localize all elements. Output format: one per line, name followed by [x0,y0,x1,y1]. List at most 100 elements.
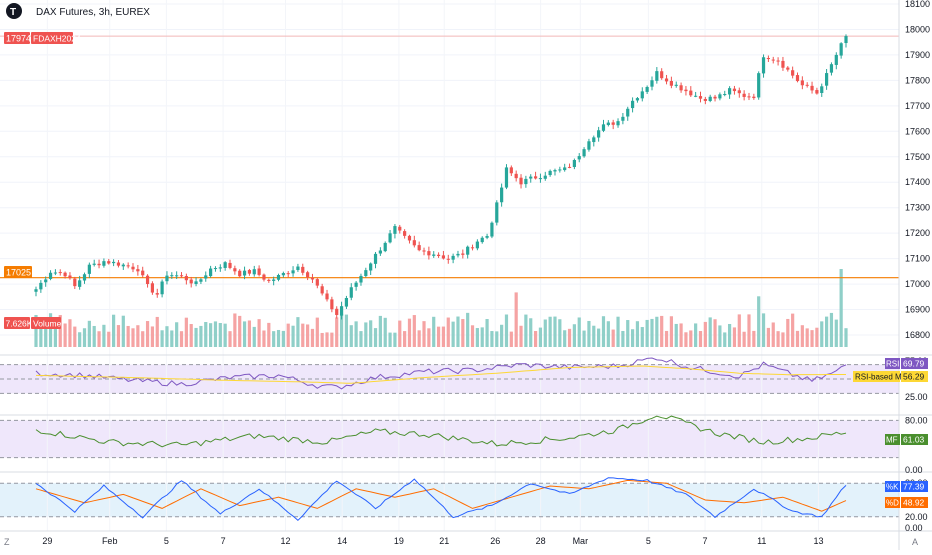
volume-tag [31,317,61,329]
rsi-value: 69.79 [903,359,925,369]
candle-body [810,85,814,91]
volume-bar [500,324,504,347]
price-tick-label: 17500 [905,152,930,162]
candle-body [228,262,232,268]
volume-bar [136,325,140,347]
volume-bar [403,331,407,347]
candle-body [78,280,82,287]
volume-bar [223,323,227,347]
volume-bar [543,319,547,347]
auto-scale-icon[interactable]: A [912,537,918,547]
volume-value-tag [4,317,30,329]
rsi-ma-value: 56.29 [903,372,925,382]
price-tick-label: 18000 [905,24,930,34]
logo-icon[interactable] [6,3,22,19]
candle-body [53,272,58,274]
volume-bar [689,330,693,347]
candle-body [155,293,159,295]
time-tick-label: 29 [42,536,52,546]
candle-body [781,60,785,68]
volume-bar [713,319,717,347]
volume-bar [640,327,644,347]
candle-body [524,178,528,185]
volume-bar [131,328,135,347]
stoch-tick-label: 0.00 [905,523,923,533]
time-tick-label: 21 [439,536,449,546]
volume-bar [664,330,669,347]
volume-value-text: 7.626K [6,319,33,329]
timezone-icon[interactable]: Z [4,537,10,547]
volume-bar [519,325,523,347]
volume-bar [538,327,543,347]
candle-body [742,93,746,97]
volume-bar [727,323,732,347]
volume-bar [587,320,591,347]
candle-body [252,269,256,275]
volume-bar [184,317,188,347]
volume-bar [247,320,252,347]
candle-body [655,71,659,81]
volume-bar [44,320,48,347]
volume-bar [766,327,770,347]
volume-bar [349,325,353,347]
candles[interactable] [34,34,848,320]
rsi-ma-value-tag [901,371,928,382]
candle-body [529,176,533,179]
volume-bar [480,327,484,347]
price-axis[interactable]: 18100 18000 17900 17800 17700 17600 17500 17400… [905,0,930,340]
volume-bar [281,330,285,347]
volume-bar [456,316,460,347]
candle-body [373,253,378,264]
volume-bar [383,317,387,347]
volume-bar [703,321,707,347]
last-price-tag [4,32,30,44]
time-axis[interactable]: 29 Feb 5 7 12 14 19 21 26 28 Mar 5 7 11 13 [42,536,823,546]
mf-tick-label: 0.00 [905,465,923,475]
volume-bar [204,322,208,347]
volume-bar [621,330,625,347]
candle-body [417,245,421,251]
candle-body [674,84,678,86]
candle-body [698,96,703,99]
volume-bar [262,330,266,347]
volume-bar [34,314,38,347]
candle-body [359,275,363,283]
candle-body [97,263,101,266]
candle-body [175,275,179,277]
volume-bar [752,330,756,347]
volume-bar [378,315,382,347]
symbol-tag-text: FDAXH2024 [33,34,81,44]
indicator-lines [0,357,899,521]
volume-bar [267,322,271,347]
volume-bar [68,319,72,347]
level-tag-text: 17025 [6,268,31,278]
candle-body [238,270,242,277]
volume-bar [732,327,737,347]
volume-bar [844,328,848,347]
volume-bar [485,319,489,347]
candle-body [204,275,208,279]
price-tick-label: 18100 [905,0,930,9]
rsi-value-tag [901,358,928,369]
candle-body [82,274,87,281]
volume-bar [238,315,242,347]
time-tick-label: 13 [813,536,823,546]
volume-bar [611,329,615,347]
volume-bar [451,321,455,347]
logo-glyph: T [10,7,16,18]
candle-body [805,84,809,86]
volume-bar [786,318,790,347]
candle-body [320,286,324,294]
volume-bar [354,321,358,347]
stoch-d-line [35,479,847,512]
candle-body [771,59,775,61]
stoch-k-line [35,477,847,521]
volume-bar [170,330,174,347]
volume-bar [800,325,804,347]
candle-body [800,80,804,86]
candle-body [519,177,523,185]
candle-body [63,272,67,277]
volume-bar [567,328,572,347]
